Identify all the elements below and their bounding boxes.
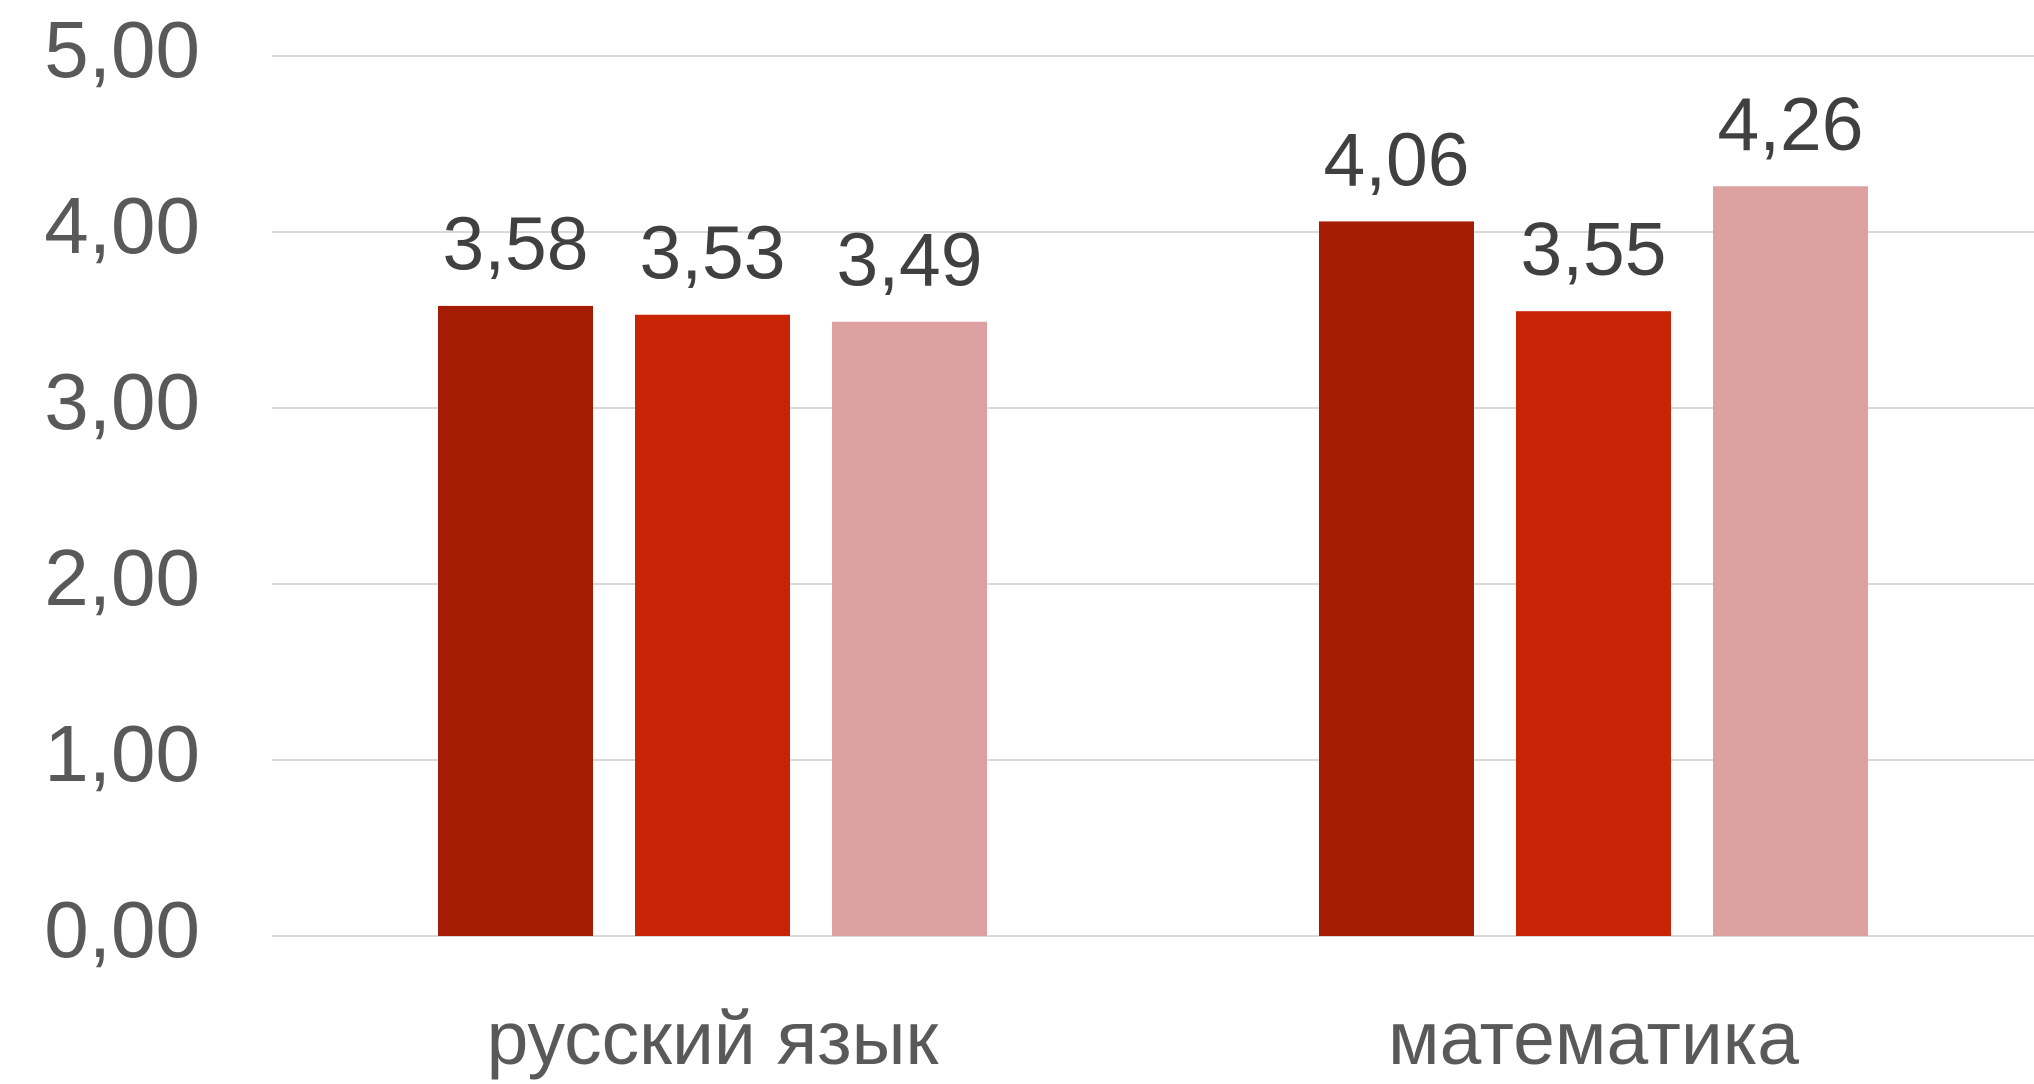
data-label: 3,58 — [443, 202, 589, 286]
bar — [1319, 221, 1474, 936]
y-tick-label: 4,00 — [44, 181, 200, 270]
y-tick-label: 0,00 — [44, 885, 200, 974]
data-label: 4,26 — [1718, 82, 1864, 166]
bar — [438, 305, 593, 936]
data-label: 3,55 — [1521, 207, 1667, 291]
bar — [1713, 186, 1868, 937]
data-label: 3,49 — [837, 218, 983, 302]
y-tick-label: 5,00 — [44, 5, 200, 94]
bar — [832, 321, 987, 936]
y-tick-label: 3,00 — [44, 357, 200, 446]
x-tick-label: математика — [1388, 996, 1799, 1080]
data-label: 3,53 — [640, 211, 786, 295]
bar — [1516, 311, 1671, 936]
x-tick-label: русский язык — [487, 996, 940, 1080]
bar — [635, 314, 790, 937]
data-label: 4,06 — [1324, 117, 1470, 201]
y-tick-label: 2,00 — [44, 533, 200, 622]
y-tick-label: 1,00 — [44, 709, 200, 798]
